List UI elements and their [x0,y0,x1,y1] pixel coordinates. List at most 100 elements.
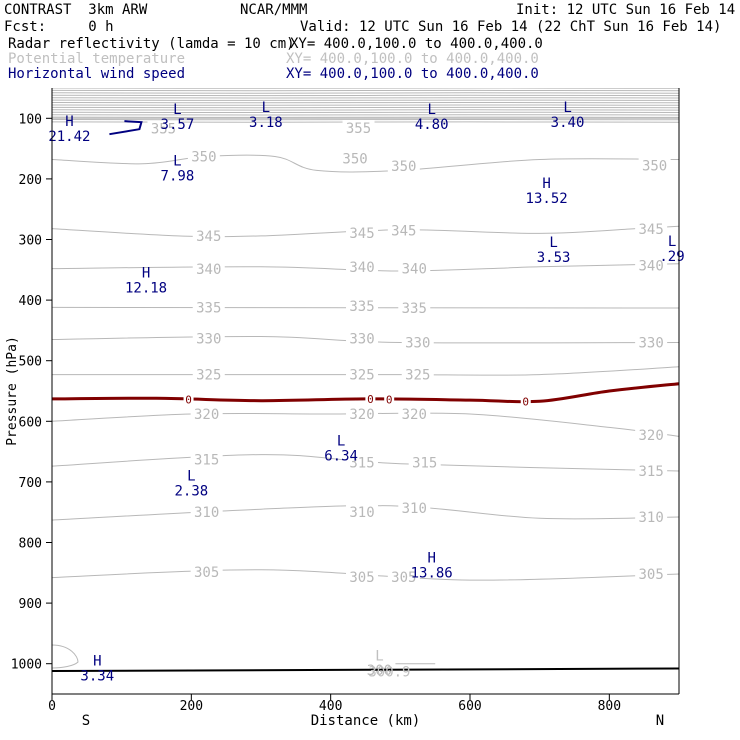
theta-label-325: 325 [196,368,221,384]
theta-label-335: 335 [402,301,427,317]
y-tick-label: 200 [19,173,42,188]
reflectivity-label: 0 [367,393,374,406]
theta-label-bg [192,330,225,346]
y-tick-label: 900 [19,597,42,612]
forecast-hour: Fcst: 0 h [4,19,114,35]
theta-label-bg [190,564,223,580]
extremum-H: H [93,654,101,670]
theta-label-345: 345 [196,229,221,245]
field-name-reflectivity: Radar reflectivity (lamda = 10 cm) [8,36,295,52]
theta-label-310: 310 [638,510,663,526]
north-label: N [656,713,664,729]
theta-label-bg [387,222,420,238]
theta-label-bg [346,366,379,382]
reflectivity-label-bg [384,393,395,406]
y-axis-label: Pressure (hPa) [5,336,20,446]
reflectivity-label: 0 [185,393,192,406]
theta-label-bg [339,150,372,166]
y-tick-label: 800 [19,537,42,552]
extremum-value: 2.38 [174,484,208,500]
theta-label-320: 320 [402,407,427,423]
theta-label-320: 320 [194,407,219,423]
extremum-L: L [173,154,181,170]
reflectivity-label-bg [520,395,531,408]
theta-label-bg [638,157,671,173]
theta-label-bg [635,221,668,237]
theta-contour-315 [52,454,679,472]
theta-label-350: 350 [391,159,416,175]
theta-label-340: 340 [402,262,427,278]
theta-label-bg [346,504,379,520]
institution: NCAR/MMM [240,2,308,18]
theta-label-345: 345 [349,226,374,242]
extremum-value: 4.80 [415,117,449,133]
y-tick-label: 1000 [11,658,42,673]
extremum-theta-L: L [375,648,383,664]
theta-label-330: 330 [349,331,374,347]
extremum-L: L [262,100,270,116]
theta-label-bg [401,366,434,382]
theta-label-320: 320 [349,407,374,423]
theta-label-305: 305 [349,570,374,586]
theta-label-320: 320 [638,428,663,444]
theta-label-330: 330 [638,336,663,352]
theta-label-330: 330 [405,336,430,352]
theta-label-bg [346,258,379,274]
theta-label-305: 305 [638,567,663,583]
theta-label-340: 340 [349,260,374,276]
x-axis-label: Distance (km) [311,713,421,729]
field-name-wind: Horizontal wind speed [8,66,186,82]
extremum-H: H [142,266,150,282]
theta-label-315: 315 [194,452,219,468]
theta-label-305: 305 [194,565,219,581]
extremum-L: L [173,102,181,118]
theta-label-bg [346,454,379,470]
theta-label-310: 310 [349,505,374,521]
theta-label-325: 325 [405,368,430,384]
theta-label-bg [387,569,420,585]
extremum-value: 3.34 [80,669,114,685]
theta-label-315: 315 [412,456,437,472]
theta-label-bg [346,406,379,422]
theta-label-335: 335 [349,299,374,315]
y-tick-label: 400 [19,294,42,309]
theta-label-325: 325 [349,368,374,384]
theta-closed-contour [52,644,79,669]
theta-label-bg [346,330,379,346]
y-tick-label: 500 [19,355,42,370]
theta-label-bg [190,451,223,467]
x-tick-label: 800 [598,699,621,714]
theta-label-bg [398,499,431,515]
extremum-value: 21.42 [48,129,90,145]
x-tick-label: 200 [180,699,203,714]
south-label: S [82,713,90,729]
valid-time: Valid: 12 UTC Sun 16 Feb 14 (22 ChT Sun … [300,19,722,35]
theta-label-bg [635,462,668,478]
theta-label-310: 310 [402,501,427,517]
theta-label-350: 350 [342,151,367,167]
field-name-theta: Potential temperature [8,51,186,67]
surface-line [52,667,679,672]
theta-label-bg [398,299,431,315]
theta-label-bg [635,257,668,273]
extremum-value: 3.18 [249,115,283,131]
y-tick-label: 600 [19,415,42,430]
theta-label-305: 305 [391,570,416,586]
extremum-value: 12.18 [125,281,167,297]
theta-label-345: 345 [391,223,416,239]
theta-label-345: 345 [638,222,663,238]
theta-label-355: 355 [151,122,176,138]
theta-contour-320 [52,412,679,437]
extremum-value: 13.86 [411,565,453,581]
extremum-value: 3.53 [537,250,571,266]
theta-label-bg [342,119,375,135]
extremum-L: L [563,100,571,116]
reflectivity-label-bg [365,392,376,405]
extremum-L: L [427,102,435,118]
theta-label-bg [398,260,431,276]
theta-contour-330 [52,335,679,344]
extremum-L: L [668,234,676,250]
theta-label-bg [401,334,434,350]
x-tick-label: 0 [48,699,56,714]
